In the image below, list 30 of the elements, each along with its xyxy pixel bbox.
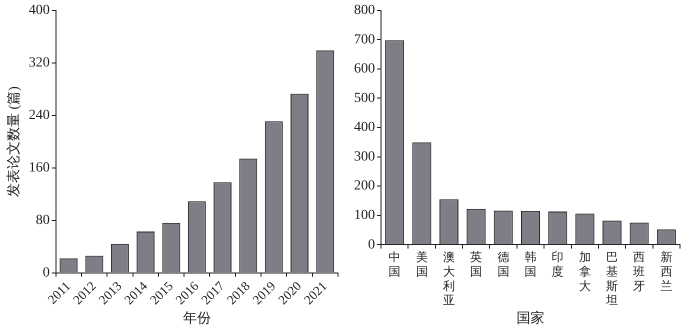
x-tick-label: 加拿大: [578, 250, 591, 293]
y-tick-label: 80: [36, 212, 50, 228]
y-tick-label: 160: [28, 160, 50, 176]
x-tick-label: 德国: [497, 250, 510, 278]
x-tick-label: 巴基斯坦: [605, 250, 618, 308]
x-tick-label: 2011: [44, 278, 74, 307]
x-tick-label: 韩国: [524, 250, 536, 278]
y-tick-label: 100: [354, 208, 375, 223]
x-tick-label: 西班牙: [633, 250, 646, 293]
x-tick-label: 新西兰: [660, 250, 672, 293]
x-tick-label: 英国: [470, 250, 482, 278]
y-tick-label: 320: [28, 56, 50, 71]
y-tick-label: 700: [354, 32, 375, 48]
y-tick-label: 200: [354, 178, 375, 194]
y-tick-label: 600: [354, 62, 375, 77]
y-tick-label: 800: [354, 3, 375, 18]
y-axis-title: 发表论文数量 (篇): [6, 86, 22, 198]
y-tick-label: 300: [354, 149, 375, 164]
x-tick-label: 中国: [388, 250, 401, 278]
x-tick-label: 印度: [552, 250, 564, 278]
y-tick-label: 240: [28, 108, 50, 124]
x-tick-label: 美国: [416, 250, 428, 278]
x-axis-title: 国家: [516, 310, 544, 326]
y-tick-label: 400: [28, 3, 50, 18]
x-axis-title: 年份: [182, 310, 211, 326]
y-tick-label: 0: [368, 237, 375, 252]
y-tick-label: 500: [354, 90, 375, 106]
y-tick-label: 0: [42, 265, 50, 280]
y-tick-label: 400: [354, 120, 375, 136]
x-tick-label: 澳大利亚: [442, 250, 455, 308]
